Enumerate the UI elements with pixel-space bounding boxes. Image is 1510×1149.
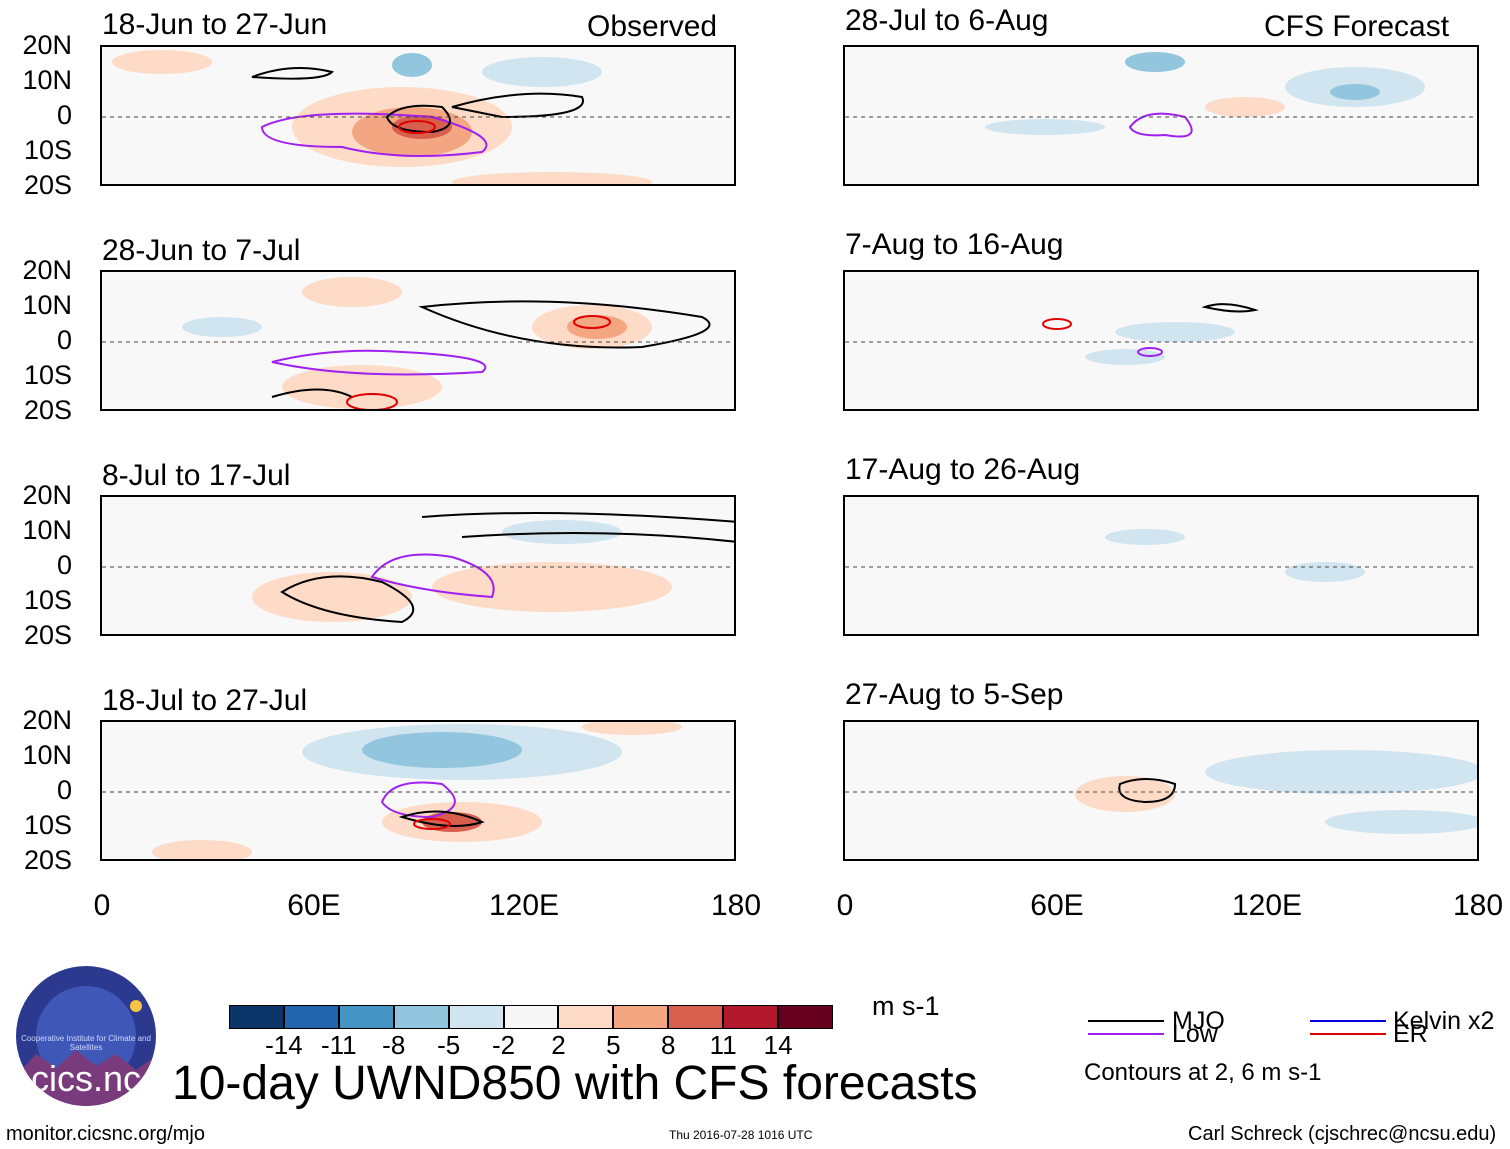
x-tick-label: 120E bbox=[1231, 889, 1303, 922]
footer-author: Carl Schreck (cjschrec@ncsu.edu) bbox=[1188, 1123, 1497, 1145]
map-svg bbox=[845, 497, 1477, 634]
y-tick-label: 10N bbox=[22, 740, 72, 770]
y-tick-label: 10N bbox=[22, 65, 72, 95]
logo-text: cics.nc bbox=[30, 1058, 142, 1099]
map-svg bbox=[845, 47, 1477, 184]
x-tick-label: 0 bbox=[93, 889, 111, 922]
y-tick-label: 20S bbox=[23, 620, 72, 650]
contour-note: Contours at 2, 6 m s-1 bbox=[1084, 1059, 1322, 1086]
map-svg bbox=[102, 47, 734, 184]
panel-title-obs-3: 8-Jul to 17-Jul bbox=[102, 459, 291, 492]
footer-timestamp: Thu 2016-07-28 1016 UTC bbox=[669, 1128, 813, 1142]
colorbar-label: -8 bbox=[382, 1030, 406, 1060]
colorbar-label: 5 bbox=[606, 1030, 621, 1060]
colorbar-swatch bbox=[338, 1005, 394, 1029]
y-tick-label: 10N bbox=[22, 515, 72, 545]
observed-label: Observed bbox=[587, 10, 718, 43]
panel-title-fc-1: 28-Jul to 6-Aug bbox=[845, 4, 1049, 37]
colorbar-swatch bbox=[393, 1005, 449, 1029]
x-tick-label: 60E bbox=[287, 889, 341, 922]
colorbar-label: 14 bbox=[763, 1030, 793, 1060]
y-tick-label: 0 bbox=[56, 550, 72, 580]
legend-er-label: ER bbox=[1393, 1020, 1428, 1048]
colorbar bbox=[229, 1005, 833, 1029]
legend-mjo-label: MJO bbox=[1172, 1007, 1225, 1035]
map-svg bbox=[102, 722, 734, 859]
colorbar-swatch bbox=[723, 1005, 779, 1029]
legend-mjo-line bbox=[1088, 1020, 1164, 1022]
colorbar-swatch bbox=[229, 1005, 284, 1029]
footer-url[interactable]: monitor.cicsnc.org/mjo bbox=[6, 1123, 205, 1145]
colorbar-label: 11 bbox=[709, 1030, 737, 1060]
y-tick-label: 10S bbox=[23, 810, 72, 840]
colorbar-label: -14 bbox=[265, 1030, 303, 1060]
legend-low-label: Low bbox=[1172, 1020, 1218, 1048]
colorbar-swatch bbox=[613, 1005, 669, 1029]
panel-title-obs-1: 18-Jun to 27-Jun bbox=[102, 8, 328, 41]
y-tick-label: 10N bbox=[22, 290, 72, 320]
forecast-label: CFS Forecast bbox=[1264, 10, 1450, 43]
panel-title-fc-4: 27-Aug to 5-Sep bbox=[845, 678, 1064, 711]
y-tick-label: 20N bbox=[22, 255, 72, 285]
colorbar-swatch bbox=[558, 1005, 614, 1029]
x-tick-label: 180 bbox=[710, 889, 762, 922]
legend-kelvin-line bbox=[1310, 1020, 1386, 1022]
map-panel-fc-1 bbox=[843, 45, 1479, 186]
map-panel-obs-1 bbox=[100, 45, 736, 186]
colorbar-swatch bbox=[503, 1005, 559, 1029]
map-svg bbox=[845, 272, 1477, 409]
x-tick-label: 180 bbox=[1452, 889, 1504, 922]
y-tick-label: 10S bbox=[23, 360, 72, 390]
map-panel-obs-2 bbox=[100, 270, 736, 411]
main-title: 10-day UWND850 with CFS forecasts bbox=[172, 1057, 978, 1110]
y-tick-label: 20N bbox=[22, 480, 72, 510]
y-tick-label: 20N bbox=[22, 30, 72, 60]
colorbar-label: 2 bbox=[551, 1030, 566, 1060]
legend-kelvin-label: Kelvin x2 bbox=[1393, 1007, 1495, 1035]
cics-logo: Cooperative Institute for Climate and Sa… bbox=[16, 966, 156, 1106]
logo-ring-text: Cooperative Institute for Climate and Sa… bbox=[21, 1034, 151, 1052]
panel-title-fc-2: 7-Aug to 16-Aug bbox=[845, 228, 1064, 261]
legend-er-line bbox=[1310, 1033, 1386, 1035]
y-tick-label: 20S bbox=[23, 170, 72, 200]
colorbar-swatch bbox=[448, 1005, 504, 1029]
y-tick-label: 20S bbox=[23, 395, 72, 425]
map-svg bbox=[102, 272, 734, 409]
x-tick-label: 60E bbox=[1030, 889, 1084, 922]
map-panel-fc-2 bbox=[843, 270, 1479, 411]
y-tick-label: 0 bbox=[56, 325, 72, 355]
colorbar-label: -2 bbox=[491, 1030, 516, 1060]
y-tick-label: 20S bbox=[23, 845, 72, 875]
y-tick-label: 10S bbox=[23, 585, 72, 615]
y-tick-label: 0 bbox=[56, 775, 72, 805]
colorbar-units: m s-1 bbox=[872, 991, 940, 1021]
panel-title-obs-4: 18-Jul to 27-Jul bbox=[102, 684, 308, 717]
colorbar-label: -5 bbox=[437, 1030, 461, 1060]
map-panel-obs-3 bbox=[100, 495, 736, 636]
y-tick-label: 20N bbox=[22, 705, 72, 735]
x-tick-label: 0 bbox=[836, 889, 854, 922]
y-tick-label: 0 bbox=[56, 100, 72, 130]
panel-title-fc-3: 17-Aug to 26-Aug bbox=[845, 453, 1081, 486]
legend-low-line bbox=[1088, 1033, 1164, 1035]
logo-mountains bbox=[16, 1000, 156, 1106]
y-tick-label: 10S bbox=[23, 135, 72, 165]
map-panel-obs-4 bbox=[100, 720, 736, 861]
x-tick-label: 120E bbox=[488, 889, 560, 922]
map-svg bbox=[102, 497, 734, 634]
colorbar-swatch bbox=[778, 1005, 833, 1029]
colorbar-label: -11 bbox=[320, 1030, 357, 1060]
map-panel-fc-4 bbox=[843, 720, 1479, 861]
panel-title-obs-2: 28-Jun to 7-Jul bbox=[102, 234, 301, 267]
map-svg bbox=[845, 722, 1477, 859]
colorbar-swatch bbox=[668, 1005, 724, 1029]
colorbar-swatch bbox=[283, 1005, 339, 1029]
colorbar-label: 8 bbox=[661, 1030, 676, 1060]
map-panel-fc-3 bbox=[843, 495, 1479, 636]
